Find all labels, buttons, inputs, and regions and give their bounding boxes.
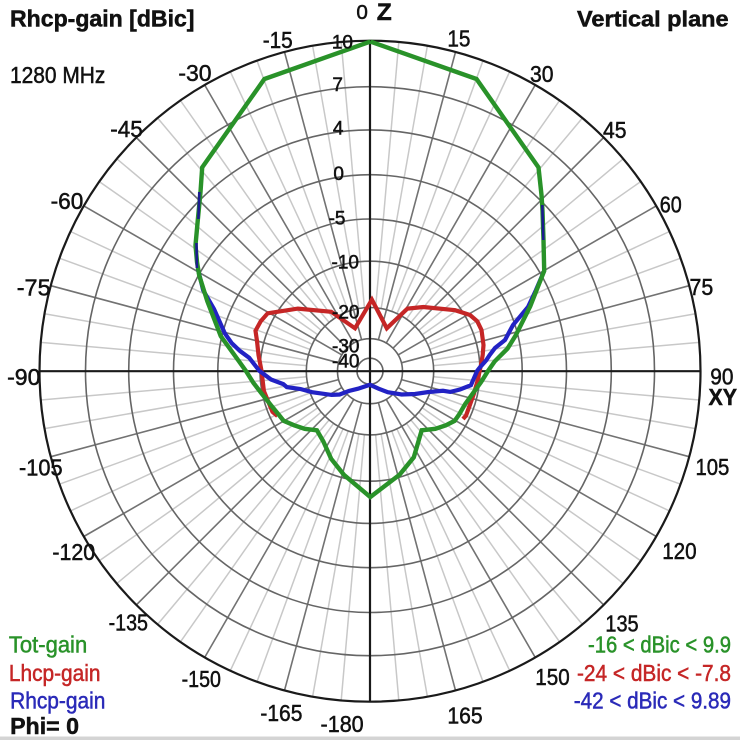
svg-text:Vertical plane: Vertical plane [577,7,729,32]
svg-text:1280 MHz: 1280 MHz [10,62,105,88]
svg-text:0: 0 [356,2,368,24]
svg-text:15: 15 [447,26,470,52]
svg-text:-105: -105 [19,455,63,481]
svg-text:135: 135 [605,611,638,637]
svg-text:0: 0 [333,164,344,185]
svg-text:XY: XY [709,384,738,410]
svg-text:-165: -165 [260,700,302,726]
svg-text:-5: -5 [329,209,346,230]
svg-text:-90: -90 [7,364,40,390]
svg-text:Phi= 0: Phi= 0 [10,713,79,739]
svg-text:-45: -45 [110,116,142,142]
svg-text:120: 120 [662,538,696,564]
svg-text:-135: -135 [109,609,148,635]
svg-text:-180: -180 [321,711,364,737]
svg-text:Rhcp-gain [dBic]: Rhcp-gain [dBic] [10,6,195,32]
svg-text:45: 45 [603,117,627,143]
svg-text:105: 105 [695,454,729,480]
svg-text:-20: -20 [332,303,359,324]
svg-text:-30: -30 [178,60,211,86]
svg-text:30: 30 [530,61,554,87]
svg-text:-60: -60 [51,188,84,214]
svg-text:7: 7 [332,75,343,96]
svg-text:165: 165 [447,703,482,729]
svg-text:-16 < dBic < 9.9: -16 < dBic < 9.9 [588,632,731,658]
svg-text:-75: -75 [17,275,51,301]
svg-text:4: 4 [333,119,344,140]
svg-text:Rhcp-gain: Rhcp-gain [10,688,105,714]
svg-text:-40: -40 [332,351,359,372]
svg-text:-15: -15 [263,27,293,53]
svg-text:-24 < dBic < -7.8: -24 < dBic < -7.8 [577,660,731,686]
svg-text:-150: -150 [182,666,221,692]
svg-text:-120: -120 [52,539,95,565]
svg-text:-10: -10 [332,252,359,273]
svg-text:75: 75 [690,274,714,300]
svg-text:-42 < dBic < 9.89: -42 < dBic < 9.89 [574,688,731,714]
svg-text:-30: -30 [332,336,359,357]
svg-text:10: 10 [332,33,353,54]
svg-text:90: 90 [710,364,733,390]
svg-text:60: 60 [660,191,682,217]
svg-text:150: 150 [535,664,569,690]
svg-text:Lhcp-gain: Lhcp-gain [9,660,101,686]
svg-text:Tot-gain: Tot-gain [9,632,87,658]
svg-text:Z: Z [377,0,392,26]
